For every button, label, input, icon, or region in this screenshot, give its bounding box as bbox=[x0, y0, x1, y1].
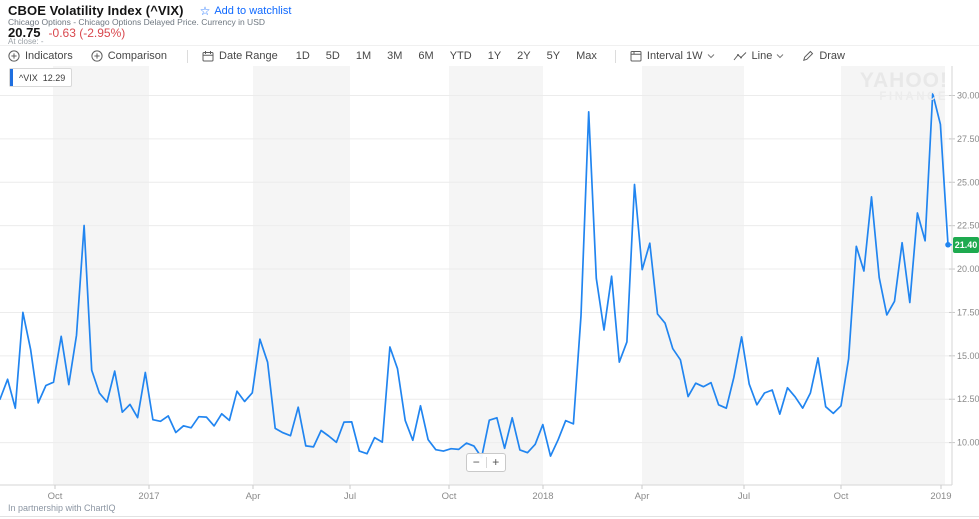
range-button-6m[interactable]: 6M bbox=[418, 50, 434, 62]
comparison-label: Comparison bbox=[107, 50, 168, 62]
range-button-1m[interactable]: 1M bbox=[355, 50, 372, 62]
quarter-band-1 bbox=[253, 66, 350, 485]
y-tick-label: 12.50 bbox=[957, 394, 979, 404]
indicators-button[interactable]: Indicators bbox=[8, 50, 73, 62]
page-title: CBOE Volatility Index (^VIX) bbox=[8, 3, 184, 18]
indicators-label: Indicators bbox=[25, 50, 73, 62]
range-button-2y[interactable]: 2Y bbox=[517, 50, 531, 62]
y-tick-label: 25.00 bbox=[957, 177, 979, 187]
interval-value: 1W bbox=[686, 50, 703, 62]
range-button-max[interactable]: Max bbox=[576, 50, 597, 62]
vix-price-line bbox=[0, 92, 949, 459]
x-tick-label: Apr bbox=[246, 491, 261, 502]
last-point-dot bbox=[945, 241, 951, 248]
date-range-button[interactable]: Date Range bbox=[202, 50, 278, 62]
price-chart[interactable]: 10.00 12.50 15.00 17.50 20.00 22.50 25.00 27.50… bbox=[0, 66, 979, 519]
y-tick-label: 30.00 bbox=[957, 91, 979, 101]
y-tick-label: 17.50 bbox=[957, 307, 979, 317]
interval-dropdown[interactable]: Interval 1W bbox=[630, 50, 715, 62]
range-button-5d[interactable]: 5D bbox=[325, 50, 340, 62]
interval-icon bbox=[630, 51, 642, 62]
range-buttons: 1D 5D 1M 3M 6M YTD 1Y 2Y 5Y Max bbox=[296, 50, 613, 62]
date-range-label: Date Range bbox=[219, 50, 278, 62]
x-tick-label: Apr bbox=[635, 491, 650, 502]
zoom-controls: − + bbox=[466, 453, 506, 472]
range-button-1d[interactable]: 1D bbox=[295, 50, 310, 62]
y-tick-label: 15.00 bbox=[957, 351, 979, 361]
line-chart-icon bbox=[733, 51, 746, 60]
x-tick-label: Jul bbox=[738, 491, 750, 502]
interval-label: Interval bbox=[646, 50, 683, 62]
y-tick-label: 27.50 bbox=[957, 134, 979, 144]
last-price-tag: 21.40 bbox=[953, 237, 979, 253]
x-tick-label: 2017 bbox=[138, 491, 159, 502]
quarter-band-3 bbox=[642, 66, 744, 485]
chevron-down-icon bbox=[707, 54, 714, 59]
toolbar-divider bbox=[187, 49, 189, 63]
x-tick-label: 2018 bbox=[532, 491, 553, 502]
x-tick-label: Oct bbox=[834, 491, 849, 502]
draw-label: Draw bbox=[819, 50, 845, 62]
x-tick-label: 2019 bbox=[930, 491, 951, 502]
calendar-icon bbox=[202, 51, 214, 62]
chart-area: 10.00 12.50 15.00 17.50 20.00 22.50 25.00 27.50… bbox=[0, 66, 979, 519]
quarter-band-0 bbox=[53, 66, 149, 485]
y-tick-label: 10.00 bbox=[957, 438, 979, 448]
quarter-band-2 bbox=[449, 66, 543, 485]
chart-type-label: Line bbox=[751, 50, 773, 62]
add-to-watchlist-button[interactable]: ☆ Add to watchlist bbox=[200, 5, 292, 17]
quote-subtitle: Chicago Options - Chicago Options Delaye… bbox=[8, 17, 266, 27]
zoom-divider bbox=[485, 457, 487, 468]
chevron-down-icon bbox=[776, 54, 784, 59]
x-tick-label: Jul bbox=[344, 491, 356, 502]
series-color-bar bbox=[10, 69, 13, 86]
star-icon: ☆ bbox=[199, 3, 211, 18]
draw-button[interactable]: Draw bbox=[802, 50, 845, 62]
legend-value: 12.29 bbox=[42, 72, 66, 83]
chart-type-dropdown[interactable]: Line bbox=[733, 50, 785, 62]
range-button-3m[interactable]: 3M bbox=[387, 50, 403, 62]
chartiq-attribution: In partnership with ChartIQ bbox=[8, 503, 116, 513]
current-price: 20.75 bbox=[8, 25, 41, 40]
range-button-1y[interactable]: 1Y bbox=[487, 50, 502, 62]
x-tick-label: Oct bbox=[48, 491, 63, 502]
series-legend: ^VIX 12.29 bbox=[9, 68, 73, 87]
y-tick-label: 22.50 bbox=[957, 221, 979, 231]
range-button-5y[interactable]: 5Y bbox=[546, 50, 561, 62]
price-change: -0.63 (-2.95%) bbox=[48, 26, 126, 40]
chart-toolbar: Indicators Comparison Date Range 1D 5D 1M 3… bbox=[0, 45, 979, 67]
pencil-icon bbox=[803, 50, 814, 61]
quarter-band-4 bbox=[841, 66, 945, 485]
at-close-label: At close: - bbox=[8, 37, 44, 46]
zoom-out-button[interactable]: − bbox=[472, 455, 480, 469]
x-tick-label: Oct bbox=[442, 491, 457, 502]
y-tick-label: 20.00 bbox=[957, 264, 979, 274]
plus-circle-icon bbox=[91, 50, 103, 62]
legend-symbol: ^VIX bbox=[19, 72, 38, 83]
bottom-divider bbox=[0, 516, 979, 517]
comparison-button[interactable]: Comparison bbox=[91, 50, 167, 62]
range-button-ytd[interactable]: YTD bbox=[449, 50, 472, 62]
zoom-in-button[interactable]: + bbox=[492, 455, 500, 469]
add-to-watchlist-label: Add to watchlist bbox=[214, 4, 292, 17]
quote-header: CBOE Volatility Index (^VIX) ☆ Add to wa… bbox=[0, 0, 979, 46]
plus-circle-icon bbox=[8, 50, 20, 62]
toolbar-divider bbox=[614, 49, 616, 63]
